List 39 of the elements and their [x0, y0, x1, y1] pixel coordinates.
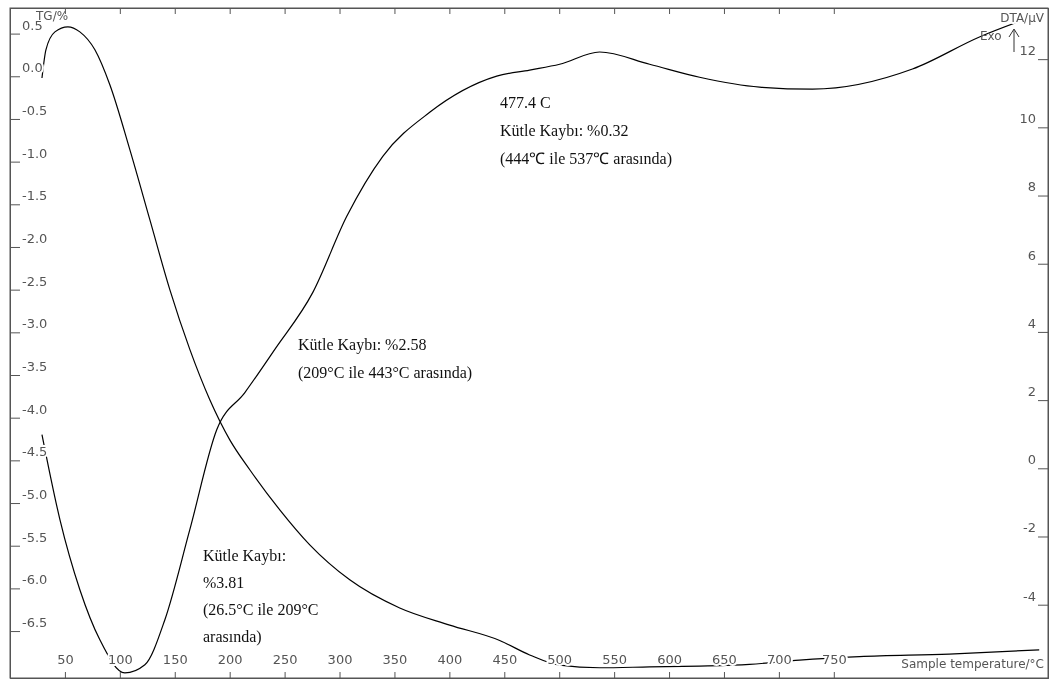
x-tick-label: 450: [492, 652, 518, 667]
x-tick-label: 50: [57, 652, 74, 667]
x-tick-label: 550: [602, 652, 628, 667]
x-tick-label: 650: [712, 652, 737, 667]
y-tick-label: -0.5: [22, 102, 48, 118]
x-tick-label: 400: [437, 652, 463, 667]
y2-tick-label: 0: [1027, 452, 1036, 468]
y-tick-label: -4.0: [22, 401, 48, 417]
x-tick-label: 500: [547, 652, 573, 667]
x-tick-label: 150: [162, 652, 188, 667]
annotation: Kütle Kaybı: %2.58 (209°C ile 443°C arasında): [298, 336, 473, 382]
y2-tick-label: 4: [1027, 315, 1036, 331]
annotation: 477.4 C Kütle Kaybı: %0.32 (444℃ ile 537℃ arasında): [500, 94, 672, 168]
y2-tick-label: 10: [1019, 111, 1036, 127]
y-tick-label: -3.0: [22, 316, 48, 332]
y2-tick-label: 2: [1027, 384, 1036, 400]
x-tick-label: 300: [327, 652, 353, 667]
x-tick-label: 600: [657, 652, 682, 667]
y-tick-label: -2.5: [22, 273, 48, 289]
y-tick-label: -3.5: [22, 358, 48, 374]
x-tick-label: 200: [217, 652, 243, 667]
y-tick-label: -1.5: [22, 188, 48, 204]
y-tick-label: -2.0: [22, 230, 48, 246]
x-tick-label: 350: [382, 652, 408, 667]
y-tick-label: -1.0: [22, 145, 48, 161]
y-tick-label: -6.0: [22, 572, 48, 588]
y-tick-label: -5.0: [22, 486, 48, 502]
y2-tick-label: 8: [1027, 179, 1036, 195]
y2-tick-label: -2: [1023, 520, 1036, 536]
x-axis-title: Sample temperature/°C: [901, 657, 1044, 671]
annotation: Kütle Kaybı: %3.81 (26.5°C ile 209°C arasında): [203, 547, 319, 646]
annotation: Exo: [980, 29, 1002, 43]
y-tick-label: -6.5: [22, 615, 48, 631]
y2-tick-label: 12: [1019, 43, 1036, 59]
y-tick-label: -5.5: [22, 529, 48, 545]
y-tick-label: 0.0: [22, 60, 43, 76]
y2-tick-label: -4: [1023, 588, 1036, 604]
x-tick-label: 250: [272, 652, 298, 667]
y2-tick-label: 6: [1027, 247, 1036, 263]
